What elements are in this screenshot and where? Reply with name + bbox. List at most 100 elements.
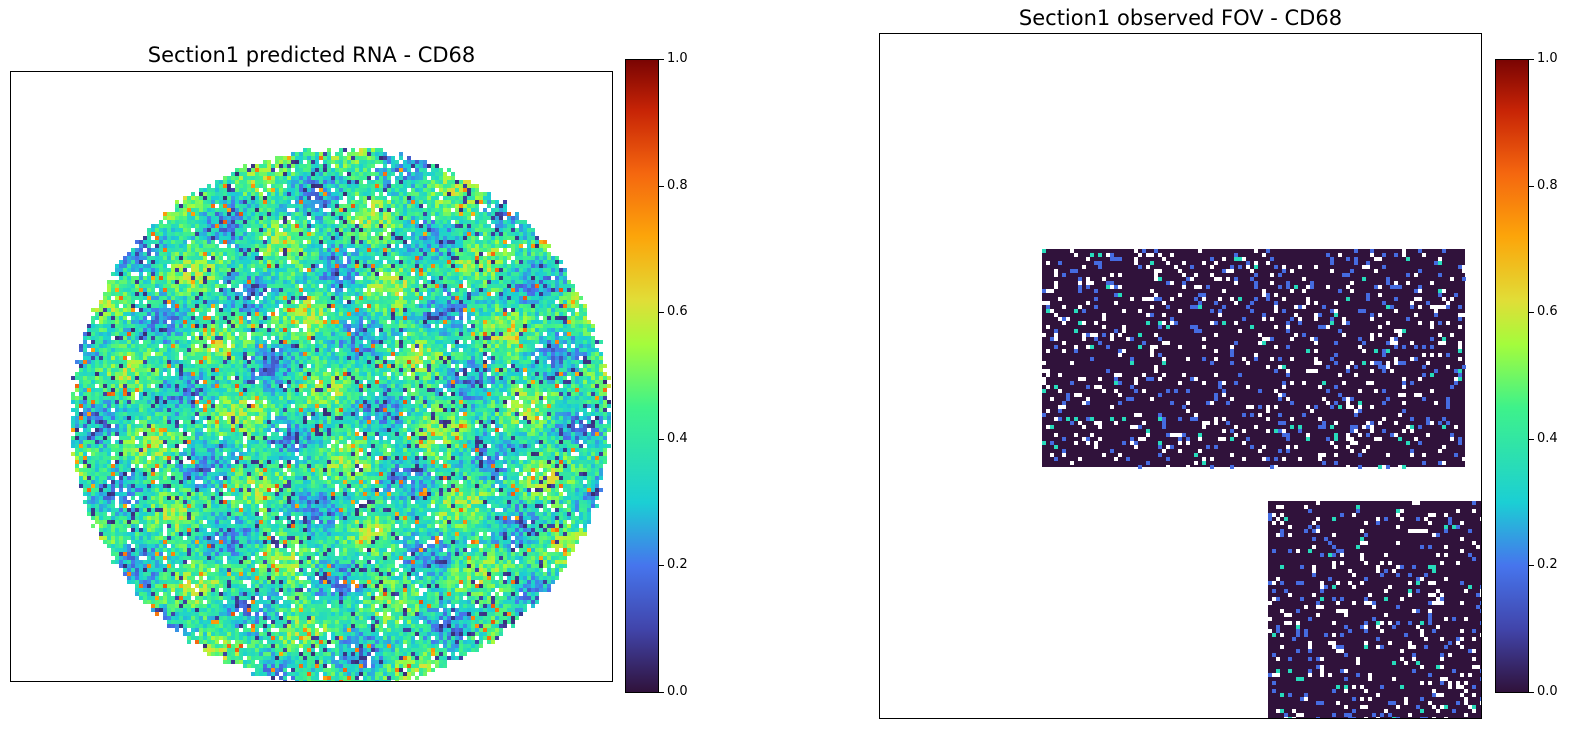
heatmap-cell [567, 288, 571, 292]
heatmap-cell [339, 324, 343, 328]
heatmap-cell [555, 336, 559, 340]
heatmap-cell [175, 248, 179, 252]
heatmap-cell [295, 248, 299, 252]
heatmap-cell [435, 208, 439, 212]
heatmap-cell [527, 324, 531, 328]
heatmap-cell [255, 232, 259, 236]
heatmap-cell [311, 256, 315, 260]
heatmap-cell [427, 328, 431, 332]
heatmap-cell [511, 352, 515, 356]
heatmap-cell [363, 348, 367, 352]
heatmap-cell [295, 184, 299, 188]
heatmap-cell [299, 200, 303, 204]
heatmap-cell [279, 276, 283, 280]
heatmap-cell [187, 296, 191, 300]
heatmap-cell [459, 196, 463, 200]
heatmap-cell [527, 240, 531, 244]
heatmap-cell [555, 268, 559, 272]
heatmap-cell [279, 264, 283, 268]
heatmap-cell [191, 240, 195, 244]
heatmap-cell [555, 260, 559, 264]
heatmap-cell [163, 292, 167, 296]
heatmap-cell [367, 164, 371, 168]
heatmap-cell [283, 324, 287, 328]
heatmap-cell [283, 280, 287, 284]
heatmap-cell [419, 168, 423, 172]
heatmap-cell [171, 288, 175, 292]
heatmap-cell [203, 356, 207, 360]
heatmap-cell [307, 256, 311, 260]
heatmap-cell [507, 304, 511, 308]
heatmap-cell [291, 152, 295, 156]
heatmap-cell [347, 204, 351, 208]
heatmap-cell [267, 236, 271, 240]
heatmap-cell [139, 328, 143, 332]
heatmap-cell [267, 292, 271, 296]
heatmap-cell [175, 304, 179, 308]
heatmap-cell [299, 196, 303, 200]
heatmap-cell [535, 284, 539, 288]
heatmap-cell [155, 360, 159, 364]
heatmap-cell [275, 296, 279, 300]
heatmap-cell [571, 292, 575, 296]
heatmap-cell [207, 356, 211, 360]
heatmap-cell [499, 328, 503, 332]
heatmap-cell [311, 312, 315, 316]
heatmap-cell [363, 312, 367, 316]
heatmap-cell [171, 224, 175, 228]
heatmap-cell [243, 360, 247, 364]
heatmap-cell [447, 256, 451, 260]
heatmap-cell [307, 248, 311, 252]
heatmap-cell [235, 180, 239, 184]
heatmap-cell [319, 272, 323, 276]
heatmap-cell [263, 248, 267, 252]
heatmap-cell [403, 268, 407, 272]
heatmap-cell [423, 252, 427, 256]
heatmap-cell [167, 216, 171, 220]
heatmap-cell [319, 356, 323, 360]
heatmap-cell [371, 268, 375, 272]
heatmap-cell [251, 308, 255, 312]
heatmap-cell [415, 308, 419, 312]
heatmap-cell [491, 300, 495, 304]
heatmap-cell [347, 332, 351, 336]
heatmap-cell [359, 208, 363, 212]
heatmap-cell [515, 296, 519, 300]
heatmap-cell [443, 240, 447, 244]
heatmap-cell [375, 240, 379, 244]
heatmap-cell [235, 184, 239, 188]
heatmap-cell [115, 308, 119, 312]
heatmap-cell [259, 240, 263, 244]
heatmap-cell [559, 272, 563, 276]
heatmap-cell [287, 204, 291, 208]
heatmap-cell [527, 260, 531, 264]
heatmap-cell [215, 328, 219, 332]
heatmap-cell [115, 292, 119, 296]
heatmap-cell [119, 296, 123, 300]
heatmap-cell [295, 356, 299, 360]
heatmap-cell [503, 212, 507, 216]
heatmap-cell [371, 328, 375, 332]
heatmap-cell [151, 272, 155, 276]
heatmap-cell [199, 240, 203, 244]
heatmap-cell [107, 308, 111, 312]
heatmap-cell [191, 232, 195, 236]
heatmap-cell [483, 332, 487, 336]
heatmap-cell [275, 356, 279, 360]
heatmap-cell [203, 344, 207, 348]
heatmap-cell [411, 328, 415, 332]
heatmap-cell [523, 360, 527, 364]
heatmap-cell [451, 292, 455, 296]
heatmap-cell [447, 212, 451, 216]
heatmap-cell [435, 256, 439, 260]
heatmap-cell [511, 236, 515, 240]
heatmap-cell [507, 320, 511, 324]
heatmap-cell [495, 212, 499, 216]
heatmap-cell [535, 256, 539, 260]
heatmap-cell [483, 256, 487, 260]
heatmap-cell [483, 208, 487, 212]
heatmap-cell [371, 192, 375, 196]
heatmap-cell [311, 292, 315, 296]
heatmap-cell [139, 316, 143, 320]
heatmap-cell [127, 260, 131, 264]
